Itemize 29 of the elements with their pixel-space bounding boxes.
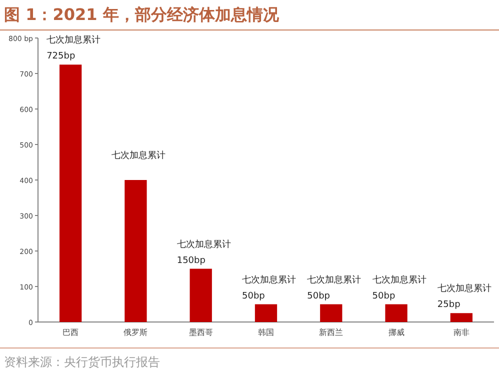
bar: [450, 313, 473, 322]
data-label: 50bp: [372, 291, 396, 302]
data-label: 725bp: [46, 52, 76, 62]
x-tick-label: 俄罗斯: [124, 328, 148, 337]
bar: [320, 304, 342, 322]
bar: [385, 304, 408, 322]
annotation: 七次加息累计: [307, 274, 362, 286]
annotation: 七次加息累计: [372, 274, 426, 286]
bar: [59, 64, 82, 322]
annotation: 七次加息累计: [112, 150, 166, 161]
x-tick-label: 南非: [453, 328, 470, 337]
bar: [254, 304, 278, 322]
annotation: 七次加息累计: [242, 274, 296, 286]
bar: [190, 268, 212, 322]
x-tick-label: 墨西哥: [188, 328, 213, 337]
bar: [124, 180, 147, 322]
x-tick-label: 韩国: [258, 328, 274, 337]
data-label: 50bp: [242, 291, 266, 302]
x-tick-label: 新西兰: [319, 328, 344, 337]
x-tick-label: 挪威: [388, 328, 404, 337]
annotation: 七次加息累计: [176, 238, 231, 250]
data-label: 150bp: [176, 256, 206, 266]
text: 资料来源：央行货币执行报告: [4, 355, 160, 369]
annotation: 七次加息累计: [46, 34, 101, 46]
x-tick-label: 巴西: [62, 328, 79, 337]
annotation: 七次加息累计: [437, 283, 492, 294]
data-label: 50bp: [307, 291, 330, 302]
data-label: 25bp: [437, 300, 461, 310]
chart-title: 图 1：2021 年，部分经济体加息情况: [4, 5, 280, 24]
